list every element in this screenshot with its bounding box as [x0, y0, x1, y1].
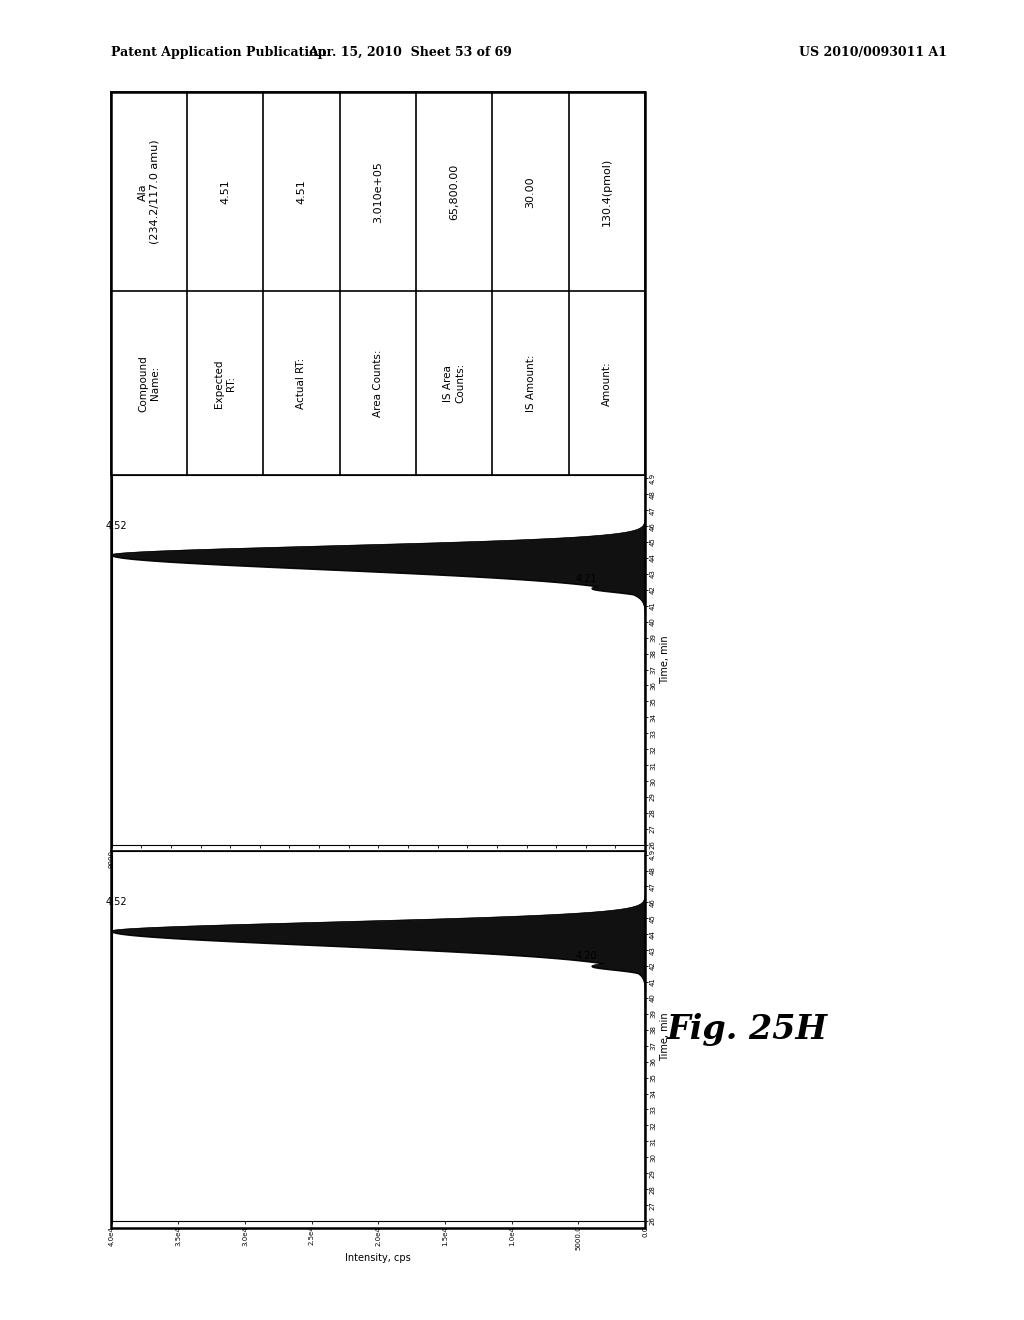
Text: 4.52: 4.52: [106, 521, 128, 531]
Text: Patent Application Publication: Patent Application Publication: [111, 46, 326, 59]
Text: Apr. 15, 2010  Sheet 53 of 69: Apr. 15, 2010 Sheet 53 of 69: [307, 46, 512, 59]
Text: 4.20: 4.20: [575, 952, 597, 961]
Y-axis label: Time, min: Time, min: [660, 636, 670, 684]
Y-axis label: Time, min: Time, min: [660, 1012, 670, 1060]
Text: 130.4(pmol): 130.4(pmol): [602, 158, 612, 226]
Text: Actual RT:: Actual RT:: [297, 358, 306, 409]
Text: Compound
Name:: Compound Name:: [138, 355, 160, 412]
X-axis label: Intensity, cps: Intensity, cps: [345, 870, 412, 880]
Text: Amount:: Amount:: [602, 360, 612, 405]
Text: Area Counts:: Area Counts:: [373, 350, 383, 417]
Text: 4.21: 4.21: [575, 573, 597, 583]
Text: Expected
RT:: Expected RT:: [214, 359, 236, 408]
Text: 4.51: 4.51: [220, 180, 230, 205]
Text: 4.52: 4.52: [106, 898, 128, 907]
Text: 3.010e+05: 3.010e+05: [373, 161, 383, 223]
Text: US 2010/0093011 A1: US 2010/0093011 A1: [799, 46, 947, 59]
X-axis label: Intensity, cps: Intensity, cps: [345, 1253, 412, 1263]
Text: 4.51: 4.51: [297, 180, 306, 205]
Text: Fig. 25H: Fig. 25H: [667, 1014, 828, 1045]
Text: IS Area
Counts:: IS Area Counts:: [443, 363, 465, 404]
Text: 65,800.00: 65,800.00: [450, 164, 459, 220]
Text: IS Amount:: IS Amount:: [525, 355, 536, 412]
Text: Ala
(234.2/117.0 amu): Ala (234.2/117.0 amu): [138, 140, 160, 244]
Text: 30.00: 30.00: [525, 176, 536, 207]
